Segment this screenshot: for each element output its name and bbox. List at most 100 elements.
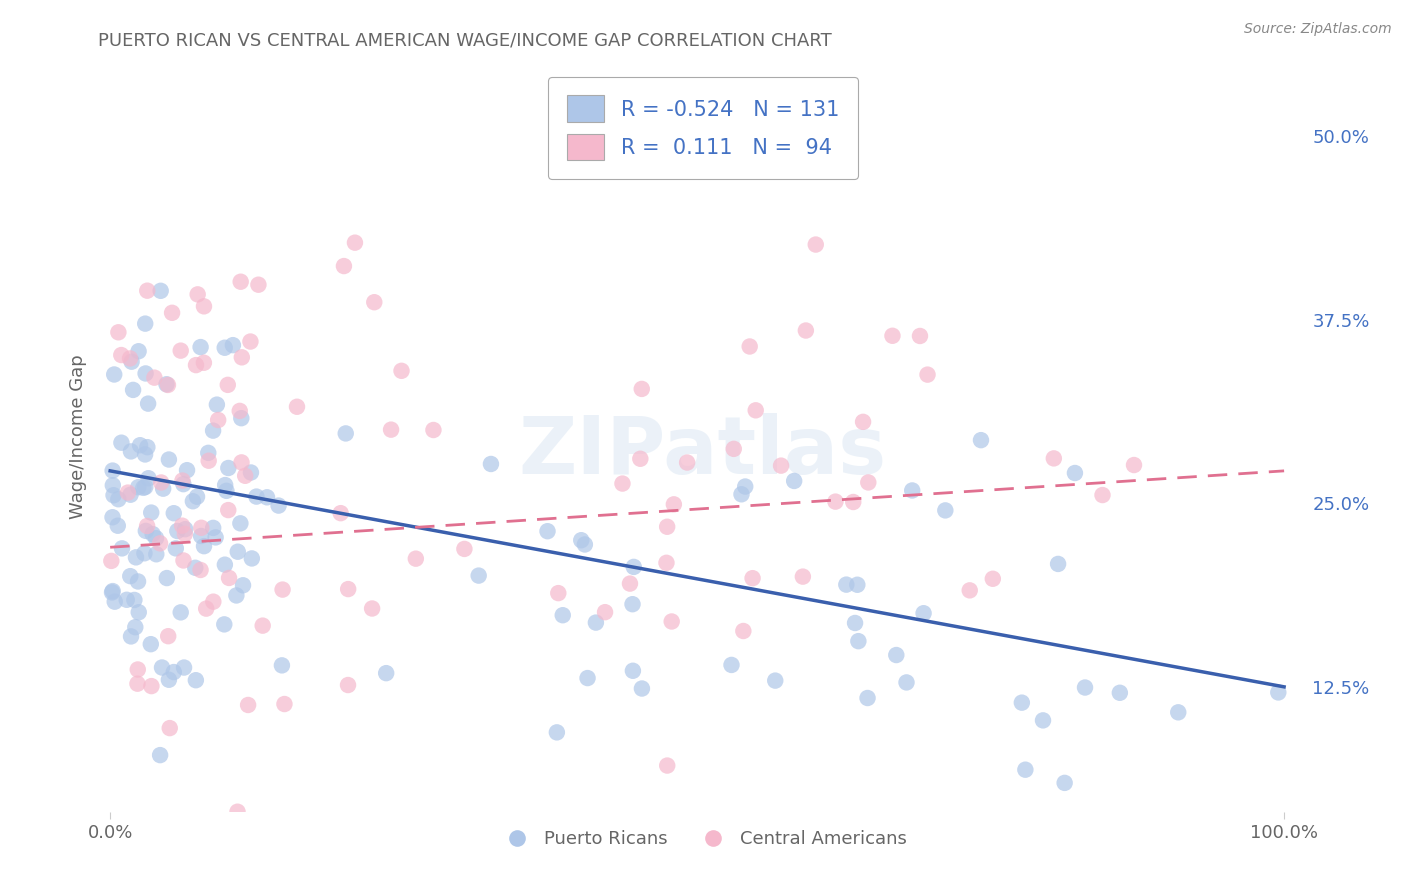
- Point: [593, 605, 616, 619]
- Point: [222, 338, 245, 352]
- Point: [734, 479, 756, 493]
- Point: [959, 583, 981, 598]
- Point: [173, 660, 195, 674]
- Point: [252, 618, 274, 632]
- Point: [134, 480, 156, 494]
- Point: [184, 561, 207, 575]
- Point: [104, 595, 127, 609]
- Point: [247, 277, 270, 292]
- Point: [574, 537, 596, 551]
- Point: [197, 453, 219, 467]
- Point: [141, 506, 163, 520]
- Point: [846, 578, 869, 592]
- Point: [127, 676, 149, 690]
- Point: [170, 343, 193, 358]
- Point: [908, 329, 931, 343]
- Point: [129, 438, 152, 452]
- Point: [176, 463, 198, 477]
- Point: [157, 629, 180, 643]
- Point: [842, 495, 865, 509]
- Point: [981, 572, 1004, 586]
- Point: [124, 620, 146, 634]
- Point: [763, 673, 786, 688]
- Point: [107, 518, 129, 533]
- Text: Source: ZipAtlas.com: Source: ZipAtlas.com: [1244, 22, 1392, 37]
- Point: [136, 284, 159, 298]
- Point: [134, 447, 156, 461]
- Point: [202, 424, 225, 438]
- Point: [422, 423, 444, 437]
- Point: [794, 324, 817, 338]
- Point: [138, 471, 160, 485]
- Point: [231, 411, 253, 425]
- Point: [120, 488, 142, 502]
- Point: [720, 657, 742, 672]
- Point: [232, 578, 254, 592]
- Point: [217, 461, 239, 475]
- Point: [103, 488, 125, 502]
- Point: [150, 660, 173, 674]
- Point: [226, 805, 249, 819]
- Point: [193, 299, 215, 313]
- Point: [628, 451, 651, 466]
- Point: [170, 606, 193, 620]
- Point: [657, 758, 679, 772]
- Point: [149, 536, 172, 550]
- Point: [101, 478, 124, 492]
- Point: [135, 367, 157, 381]
- Point: [804, 237, 827, 252]
- Point: [117, 485, 139, 500]
- Point: [858, 475, 880, 490]
- Point: [229, 404, 252, 418]
- Point: [115, 592, 138, 607]
- Point: [231, 455, 253, 469]
- Point: [631, 681, 654, 696]
- Point: [723, 442, 745, 456]
- Point: [271, 658, 294, 673]
- Point: [172, 518, 194, 533]
- Point: [156, 378, 179, 392]
- Point: [363, 295, 385, 310]
- Point: [730, 487, 752, 501]
- Legend: Puerto Ricans, Central Americans: Puerto Ricans, Central Americans: [492, 822, 914, 855]
- Point: [391, 364, 413, 378]
- Point: [172, 474, 194, 488]
- Point: [124, 593, 146, 607]
- Point: [547, 586, 569, 600]
- Point: [122, 383, 145, 397]
- Point: [1047, 557, 1070, 571]
- Point: [337, 678, 360, 692]
- Point: [245, 490, 267, 504]
- Point: [149, 748, 172, 763]
- Point: [1032, 714, 1054, 728]
- Point: [236, 698, 259, 712]
- Point: [741, 571, 763, 585]
- Point: [1091, 488, 1114, 502]
- Point: [202, 521, 225, 535]
- Point: [1074, 681, 1097, 695]
- Point: [882, 328, 904, 343]
- Point: [375, 666, 398, 681]
- Point: [150, 475, 173, 490]
- Point: [100, 554, 122, 568]
- Point: [120, 569, 142, 583]
- Point: [1014, 763, 1036, 777]
- Point: [134, 317, 156, 331]
- Point: [165, 541, 187, 556]
- Point: [912, 606, 935, 620]
- Point: [157, 452, 180, 467]
- Point: [233, 468, 256, 483]
- Point: [136, 396, 159, 410]
- Point: [127, 574, 149, 589]
- Point: [128, 344, 150, 359]
- Point: [271, 582, 294, 597]
- Point: [585, 615, 607, 630]
- Point: [132, 481, 155, 495]
- Point: [184, 673, 207, 688]
- Point: [121, 354, 143, 368]
- Point: [1108, 686, 1130, 700]
- Point: [163, 506, 186, 520]
- Point: [110, 348, 132, 362]
- Point: [145, 531, 167, 545]
- Point: [738, 339, 761, 353]
